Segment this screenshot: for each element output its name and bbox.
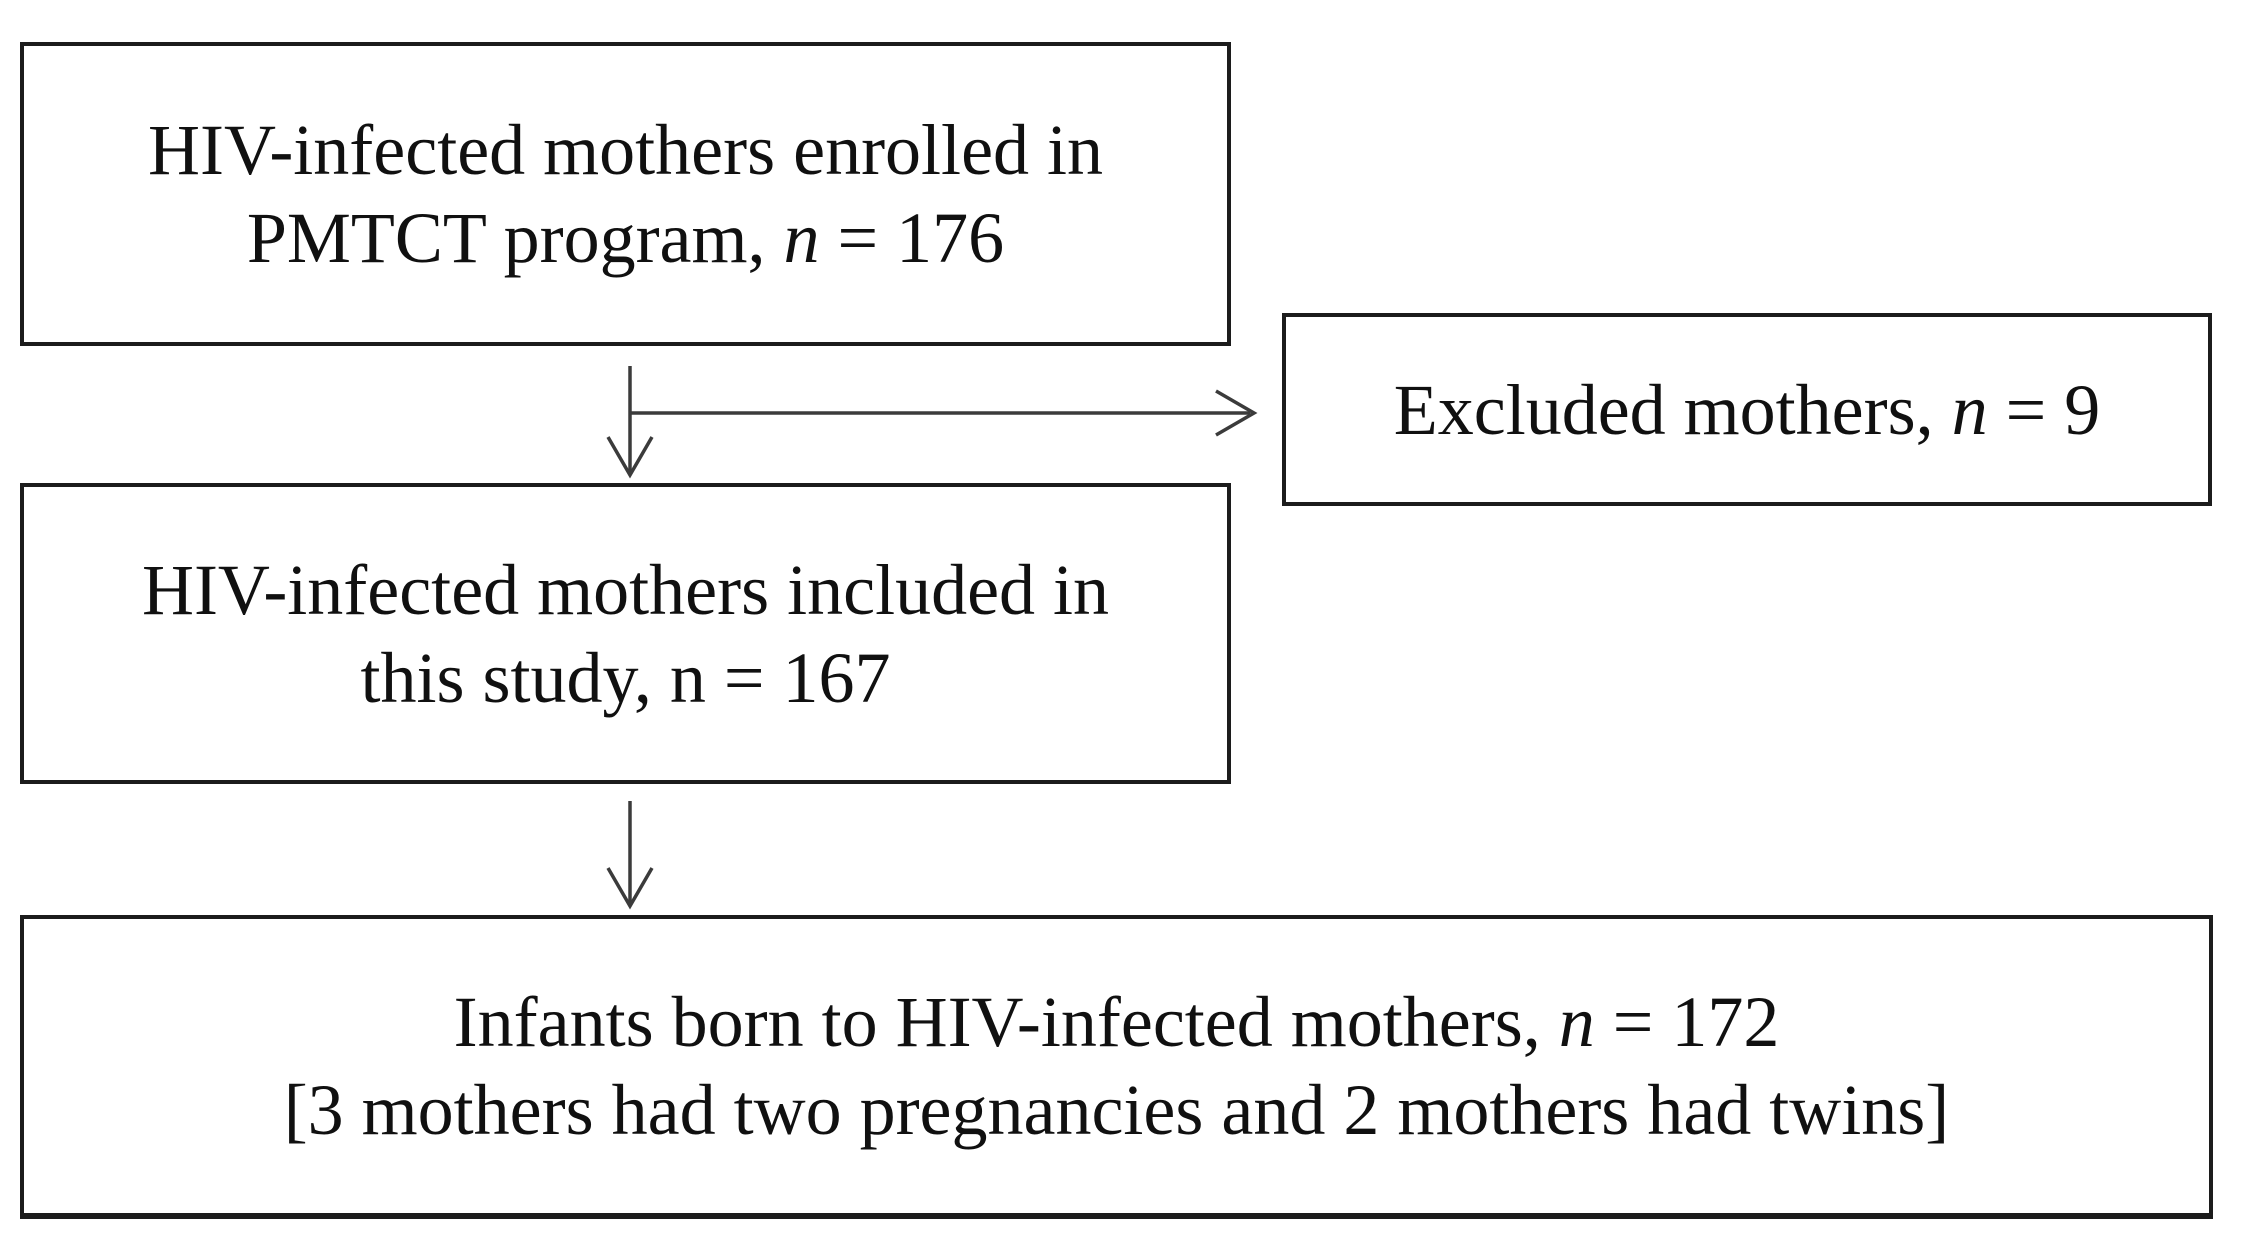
text-segment: = 172	[1594, 982, 1780, 1062]
text-segment: this study, n = 167	[360, 637, 891, 718]
enrolled-box-line-1: HIV-infected mothers enrolled in	[148, 106, 1103, 194]
enrolled-box-line-2: PMTCT program, n = 176	[247, 194, 1004, 282]
infants-box-line-1: Infants born to HIV-infected mothers, n …	[454, 978, 1780, 1066]
text-segment: Infants born to HIV-infected mothers,	[453, 982, 1559, 1062]
flow-box-infants-born: Infants born to HIV-infected mothers, n …	[20, 915, 2213, 1219]
arrowhead-right-icon	[1215, 389, 1258, 437]
text-segment: [3 mothers had two pregnancies and 2 mot…	[283, 1070, 1950, 1150]
included-box-line-2: this study, n = 167	[361, 634, 891, 722]
arrowhead-down-icon	[606, 436, 654, 479]
infants-box-line-2: [3 mothers had two pregnancies and 2 mot…	[284, 1066, 1950, 1154]
flow-box-enrolled-mothers: HIV-infected mothers enrolled in PMTCT p…	[20, 42, 1231, 346]
text-segment: = 9	[1987, 369, 2101, 450]
n-symbol: n	[783, 198, 820, 278]
text-segment: HIV-infected mothers included in	[141, 549, 1110, 630]
flow-box-included-mothers: HIV-infected mothers included in this st…	[20, 483, 1231, 784]
n-symbol: n	[1558, 982, 1595, 1062]
arrowhead-down-icon	[606, 867, 654, 910]
flow-box-excluded-mothers: Excluded mothers, n = 9	[1282, 313, 2212, 506]
text-segment: PMTCT program,	[246, 198, 784, 278]
n-symbol: n	[1951, 369, 1988, 450]
excluded-box-line-1: Excluded mothers, n = 9	[1394, 366, 2100, 454]
text-segment: Excluded mothers,	[1393, 369, 1952, 450]
text-segment: HIV-infected mothers enrolled in	[147, 110, 1104, 190]
text-segment: = 176	[819, 198, 1005, 278]
included-box-line-1: HIV-infected mothers included in	[142, 546, 1109, 634]
